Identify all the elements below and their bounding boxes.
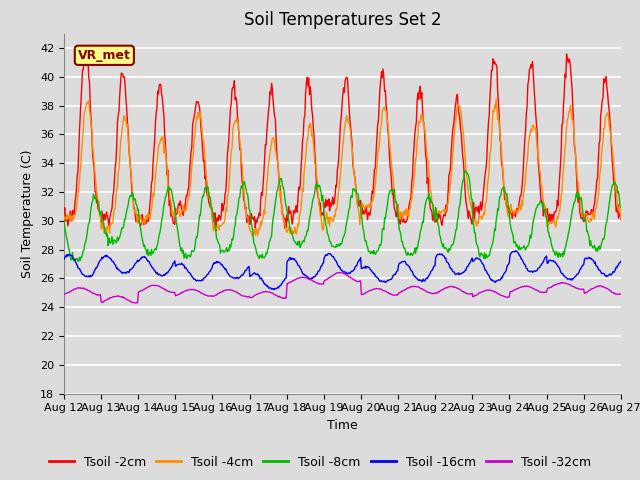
Y-axis label: Soil Temperature (C): Soil Temperature (C) xyxy=(22,149,35,278)
X-axis label: Time: Time xyxy=(327,419,358,432)
Text: VR_met: VR_met xyxy=(78,49,131,62)
Title: Soil Temperatures Set 2: Soil Temperatures Set 2 xyxy=(244,11,441,29)
Legend: Tsoil -2cm, Tsoil -4cm, Tsoil -8cm, Tsoil -16cm, Tsoil -32cm: Tsoil -2cm, Tsoil -4cm, Tsoil -8cm, Tsoi… xyxy=(44,451,596,474)
